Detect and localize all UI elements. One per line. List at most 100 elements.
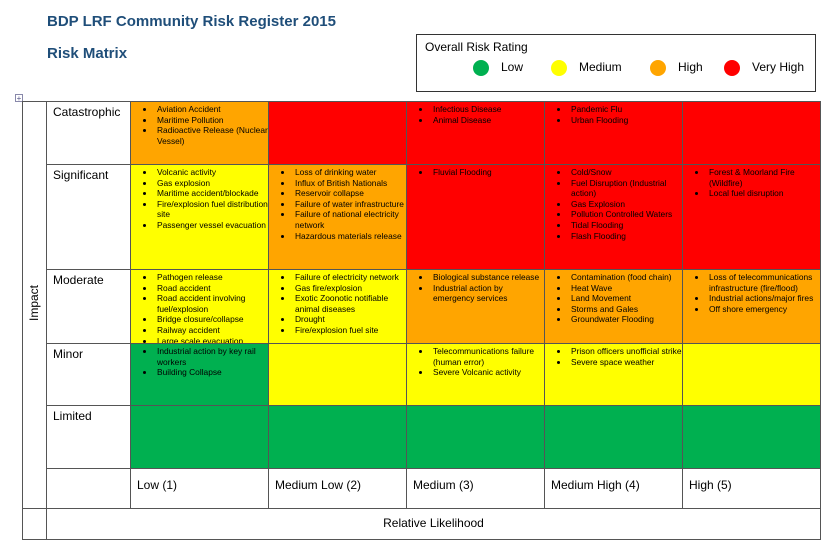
risk-item: Hazardous materials release — [293, 231, 406, 242]
risk-item: Biological substance release — [431, 272, 544, 283]
risk-cell: Failure of electricity networkGas fire/e… — [268, 269, 407, 344]
column-label: Medium Low (2) — [268, 468, 407, 509]
risk-cell: Pathogen releaseRoad accidentRoad accide… — [130, 269, 269, 344]
risk-list: Aviation AccidentMaritime PollutionRadio… — [131, 104, 268, 146]
column-label: Low (1) — [130, 468, 269, 509]
x-axis-label: Relative Likelihood — [46, 508, 821, 540]
y-axis-label: Impact — [27, 285, 41, 322]
row-label: Minor — [46, 343, 131, 406]
risk-item: Industrial action by key rail workers — [155, 346, 268, 367]
risk-item: Telecommunications failure (human error) — [431, 346, 544, 367]
risk-list: Forest & Moorland Fire (Wildfire)Local f… — [683, 167, 820, 199]
risk-item: Fuel Disruption (Industrial action) — [569, 178, 682, 199]
title: BDP LRF Community Risk Register 2015 — [47, 13, 336, 30]
risk-cell — [268, 405, 407, 469]
risk-cell: Forest & Moorland Fire (Wildfire)Local f… — [682, 164, 821, 270]
risk-cell: Biological substance releaseIndustrial a… — [406, 269, 545, 344]
risk-item: Road accident — [155, 283, 268, 294]
column-label: High (5) — [682, 468, 821, 509]
risk-cell: Volcanic activityGas explosionMaritime a… — [130, 164, 269, 270]
risk-list: Prison officers unofficial strikeSevere … — [545, 346, 682, 367]
risk-cell: Telecommunications failure (human error)… — [406, 343, 545, 406]
risk-item: Fluvial Flooding — [431, 167, 544, 178]
risk-item: Influx of British Nationals — [293, 178, 406, 189]
risk-cell: Loss of drinking waterInflux of British … — [268, 164, 407, 270]
risk-cell: Infectious DiseaseAnimal Disease — [406, 101, 545, 165]
risk-cell — [682, 343, 821, 406]
risk-cell: Industrial action by key rail workersBui… — [130, 343, 269, 406]
risk-item: Maritime Pollution — [155, 115, 268, 126]
column-label: Medium High (4) — [544, 468, 683, 509]
legend-swatch — [724, 60, 740, 76]
risk-list: Infectious DiseaseAnimal Disease — [407, 104, 544, 125]
legend-title: Overall Risk Rating — [425, 40, 528, 54]
row-label: Significant — [46, 164, 131, 270]
risk-cell — [406, 405, 545, 469]
risk-item: Loss of drinking water — [293, 167, 406, 178]
risk-item: Animal Disease — [431, 115, 544, 126]
risk-cell — [544, 405, 683, 469]
risk-cell — [130, 405, 269, 469]
risk-item: Local fuel disruption — [707, 188, 820, 199]
risk-item: Large scale evacuation — [155, 336, 268, 343]
risk-item: Urban Flooding — [569, 115, 682, 126]
risk-list: Telecommunications failure (human error)… — [407, 346, 544, 378]
risk-item: Pathogen release — [155, 272, 268, 283]
risk-item: Off shore emergency — [707, 304, 820, 315]
risk-item: Volcanic activity — [155, 167, 268, 178]
risk-item: Pandemic Flu — [569, 104, 682, 115]
risk-item: Fire/explosion fuel distribution site — [155, 199, 268, 220]
risk-item: Severe space weather — [569, 357, 682, 368]
risk-item: Forest & Moorland Fire (Wildfire) — [707, 167, 820, 188]
risk-item: Gas Explosion — [569, 199, 682, 210]
risk-item: Passenger vessel evacuation — [155, 220, 268, 231]
row-label: Catastrophic — [46, 101, 131, 165]
risk-item: Industrial actions/major fires — [707, 293, 820, 304]
table-handle: + — [15, 94, 23, 103]
risk-item: Bridge closure/collapse — [155, 314, 268, 325]
risk-item: Prison officers unofficial strike — [569, 346, 682, 357]
legend-label: Very High — [752, 60, 805, 74]
risk-list: Industrial action by key rail workersBui… — [131, 346, 268, 378]
risk-cell: Aviation AccidentMaritime PollutionRadio… — [130, 101, 269, 165]
legend-label: Medium — [579, 60, 622, 74]
risk-item: Groundwater Flooding — [569, 314, 682, 325]
legend-swatch — [650, 60, 666, 76]
risk-item: Infectious Disease — [431, 104, 544, 115]
risk-item: Road accident involving fuel/explosion — [155, 293, 268, 314]
risk-item: Railway accident — [155, 325, 268, 336]
risk-item: Failure of water infrastructure — [293, 199, 406, 210]
risk-item: Exotic Zoonotic notifiable animal diseas… — [293, 293, 406, 314]
risk-item: Drought — [293, 314, 406, 325]
legend-swatch — [473, 60, 489, 76]
left-bottom-cell — [22, 508, 47, 540]
row-label: Moderate — [46, 269, 131, 344]
risk-cell: Loss of telecommunications infrastructur… — [682, 269, 821, 344]
risk-cell — [682, 101, 821, 165]
row-label: Limited — [46, 405, 131, 469]
risk-item: Flash Flooding — [569, 231, 682, 242]
corner-cell — [46, 468, 131, 509]
risk-item: Gas explosion — [155, 178, 268, 189]
risk-item: Storms and Gales — [569, 304, 682, 315]
risk-item: Maritime accident/blockade — [155, 188, 268, 199]
risk-item: Fire/explosion fuel site — [293, 325, 406, 336]
column-label: Medium (3) — [406, 468, 545, 509]
risk-list: Loss of drinking waterInflux of British … — [269, 167, 406, 241]
risk-cell: Cold/SnowFuel Disruption (Industrial act… — [544, 164, 683, 270]
risk-list: Pandemic FluUrban Flooding — [545, 104, 682, 125]
risk-item: Aviation Accident — [155, 104, 268, 115]
risk-item: Tidal Flooding — [569, 220, 682, 231]
risk-list: Failure of electricity networkGas fire/e… — [269, 272, 406, 336]
risk-cell — [268, 101, 407, 165]
risk-item: Pollution Controlled Waters — [569, 209, 682, 220]
risk-list: Biological substance releaseIndustrial a… — [407, 272, 544, 304]
risk-item: Gas fire/explosion — [293, 283, 406, 294]
risk-item: Land Movement — [569, 293, 682, 304]
risk-cell: Fluvial Flooding — [406, 164, 545, 270]
risk-item: Radioactive Release (Nuclear Vessel) — [155, 125, 268, 146]
risk-item: Industrial action by emergency services — [431, 283, 544, 304]
risk-cell — [268, 343, 407, 406]
risk-list: Fluvial Flooding — [407, 167, 544, 178]
